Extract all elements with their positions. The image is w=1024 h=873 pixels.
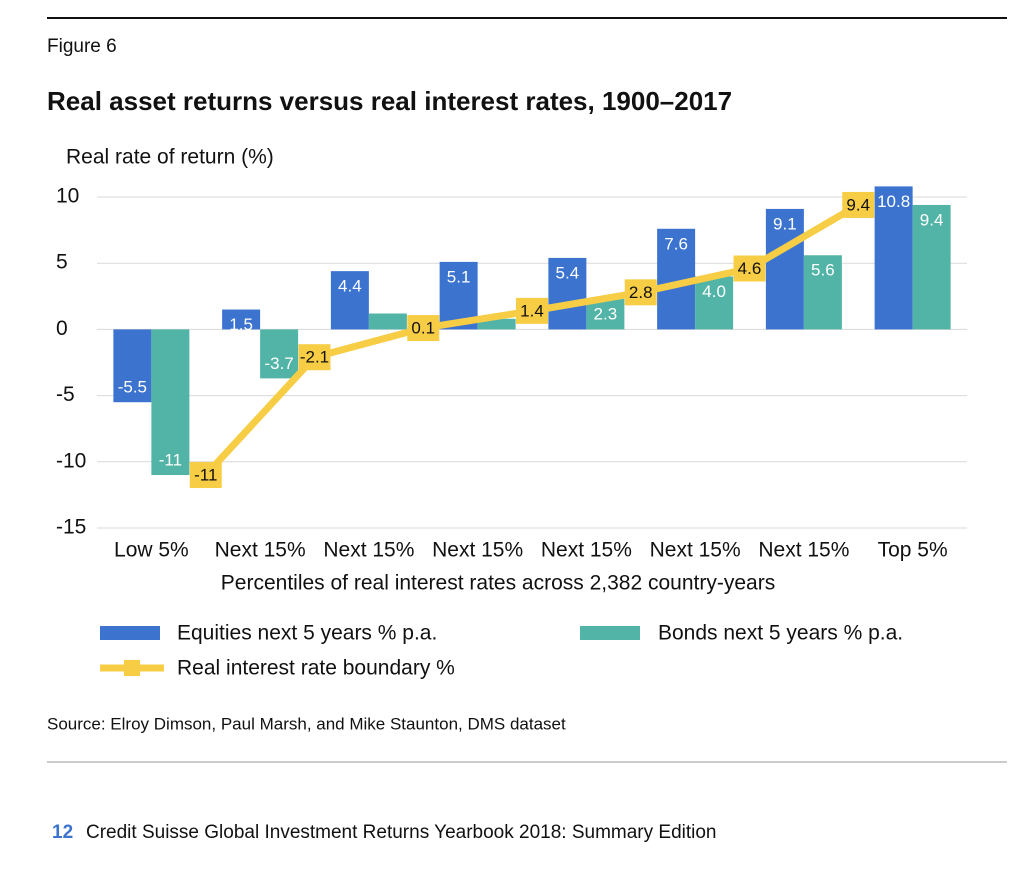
bar (477, 318, 516, 330)
bar (222, 309, 261, 330)
data-label: 5.1 (447, 267, 471, 286)
legend-label: Real interest rate boundary % (177, 657, 455, 680)
bar (803, 255, 842, 330)
chart-title: Real asset returns versus real interest … (47, 86, 732, 116)
boundary-marker (733, 255, 766, 282)
y-tick-label: -15 (56, 516, 86, 539)
boundary-marker (516, 297, 548, 324)
legend-swatch (580, 626, 640, 640)
data-label: -11 (194, 466, 217, 485)
y-tick-label: -5 (56, 383, 75, 406)
boundary-line (203, 201, 861, 478)
data-label: 5.6 (811, 261, 835, 280)
footer-text: Credit Suisse Global Investment Returns … (86, 822, 717, 843)
data-label: -2.1 (300, 348, 329, 367)
x-axis-label: Percentiles of real interest rates acros… (221, 572, 775, 595)
y-tick-label: 5 (56, 251, 68, 274)
legend-swatch (100, 626, 160, 640)
x-tick-label: Next 15% (323, 539, 414, 562)
x-tick-label: Top 5% (878, 539, 948, 562)
x-tick-label: Next 15% (432, 539, 523, 562)
data-label: 4.0 (702, 282, 726, 301)
bar (113, 329, 152, 403)
boundary-marker (407, 315, 440, 342)
data-label: 1.5 (229, 315, 253, 334)
x-tick-label: Next 15% (215, 539, 306, 562)
y-axis-label: Real rate of return (%) (66, 146, 274, 169)
page-number: 12 (52, 822, 73, 843)
x-tick-label: Next 15% (650, 539, 741, 562)
data-label: 9.4 (846, 195, 870, 214)
x-tick-label: Next 15% (541, 539, 632, 562)
bar (765, 208, 804, 330)
data-label: 1.4 (520, 301, 544, 320)
y-tick-label: -10 (56, 449, 86, 472)
data-label: 4.6 (738, 259, 762, 278)
bar (548, 257, 587, 330)
bar (874, 186, 913, 330)
y-tick-label: 0 (56, 317, 68, 340)
legend-label: Bonds next 5 years % p.a. (658, 622, 903, 645)
bar (151, 329, 190, 476)
data-label: 0.1 (411, 319, 435, 338)
data-label: 9.4 (920, 210, 944, 229)
data-label: -3.7 (264, 354, 293, 373)
x-tick-label: Next 15% (758, 539, 849, 562)
data-label: 9.1 (773, 214, 797, 233)
x-tick-label: Low 5% (114, 539, 189, 562)
boundary-marker (624, 279, 657, 306)
figure-label: Figure 6 (47, 36, 117, 57)
data-label: 10.8 (877, 192, 910, 211)
data-label: 5.4 (556, 263, 580, 282)
data-label: -11 (159, 451, 182, 470)
data-label: -5.5 (118, 378, 147, 397)
legend-swatch (124, 660, 140, 676)
bar (260, 329, 299, 379)
bar (695, 276, 734, 330)
data-label: 4.4 (338, 277, 362, 296)
boundary-marker (842, 191, 875, 218)
boundary-marker (298, 344, 331, 371)
data-label: 2.8 (629, 283, 653, 302)
bar (368, 313, 407, 330)
data-label: 7.6 (664, 234, 688, 253)
bar (912, 204, 951, 330)
y-tick-label: 10 (56, 185, 79, 208)
data-label: 2.3 (594, 304, 618, 323)
boundary-marker (189, 462, 222, 489)
legend-label: Equities next 5 years % p.a. (177, 622, 437, 645)
bar (330, 271, 369, 330)
source: Source: Elroy Dimson, Paul Marsh, and Mi… (47, 714, 566, 733)
